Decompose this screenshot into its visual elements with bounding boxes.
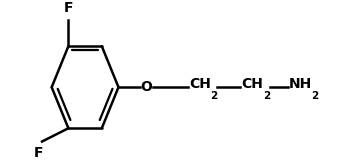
Text: CH: CH: [241, 77, 263, 91]
Text: F: F: [34, 146, 43, 160]
Text: O: O: [141, 80, 152, 94]
Text: F: F: [64, 1, 73, 15]
Text: NH: NH: [289, 77, 312, 91]
Text: 2: 2: [211, 91, 218, 101]
Text: 2: 2: [263, 91, 271, 101]
Text: 2: 2: [311, 91, 319, 101]
Text: CH: CH: [189, 77, 211, 91]
